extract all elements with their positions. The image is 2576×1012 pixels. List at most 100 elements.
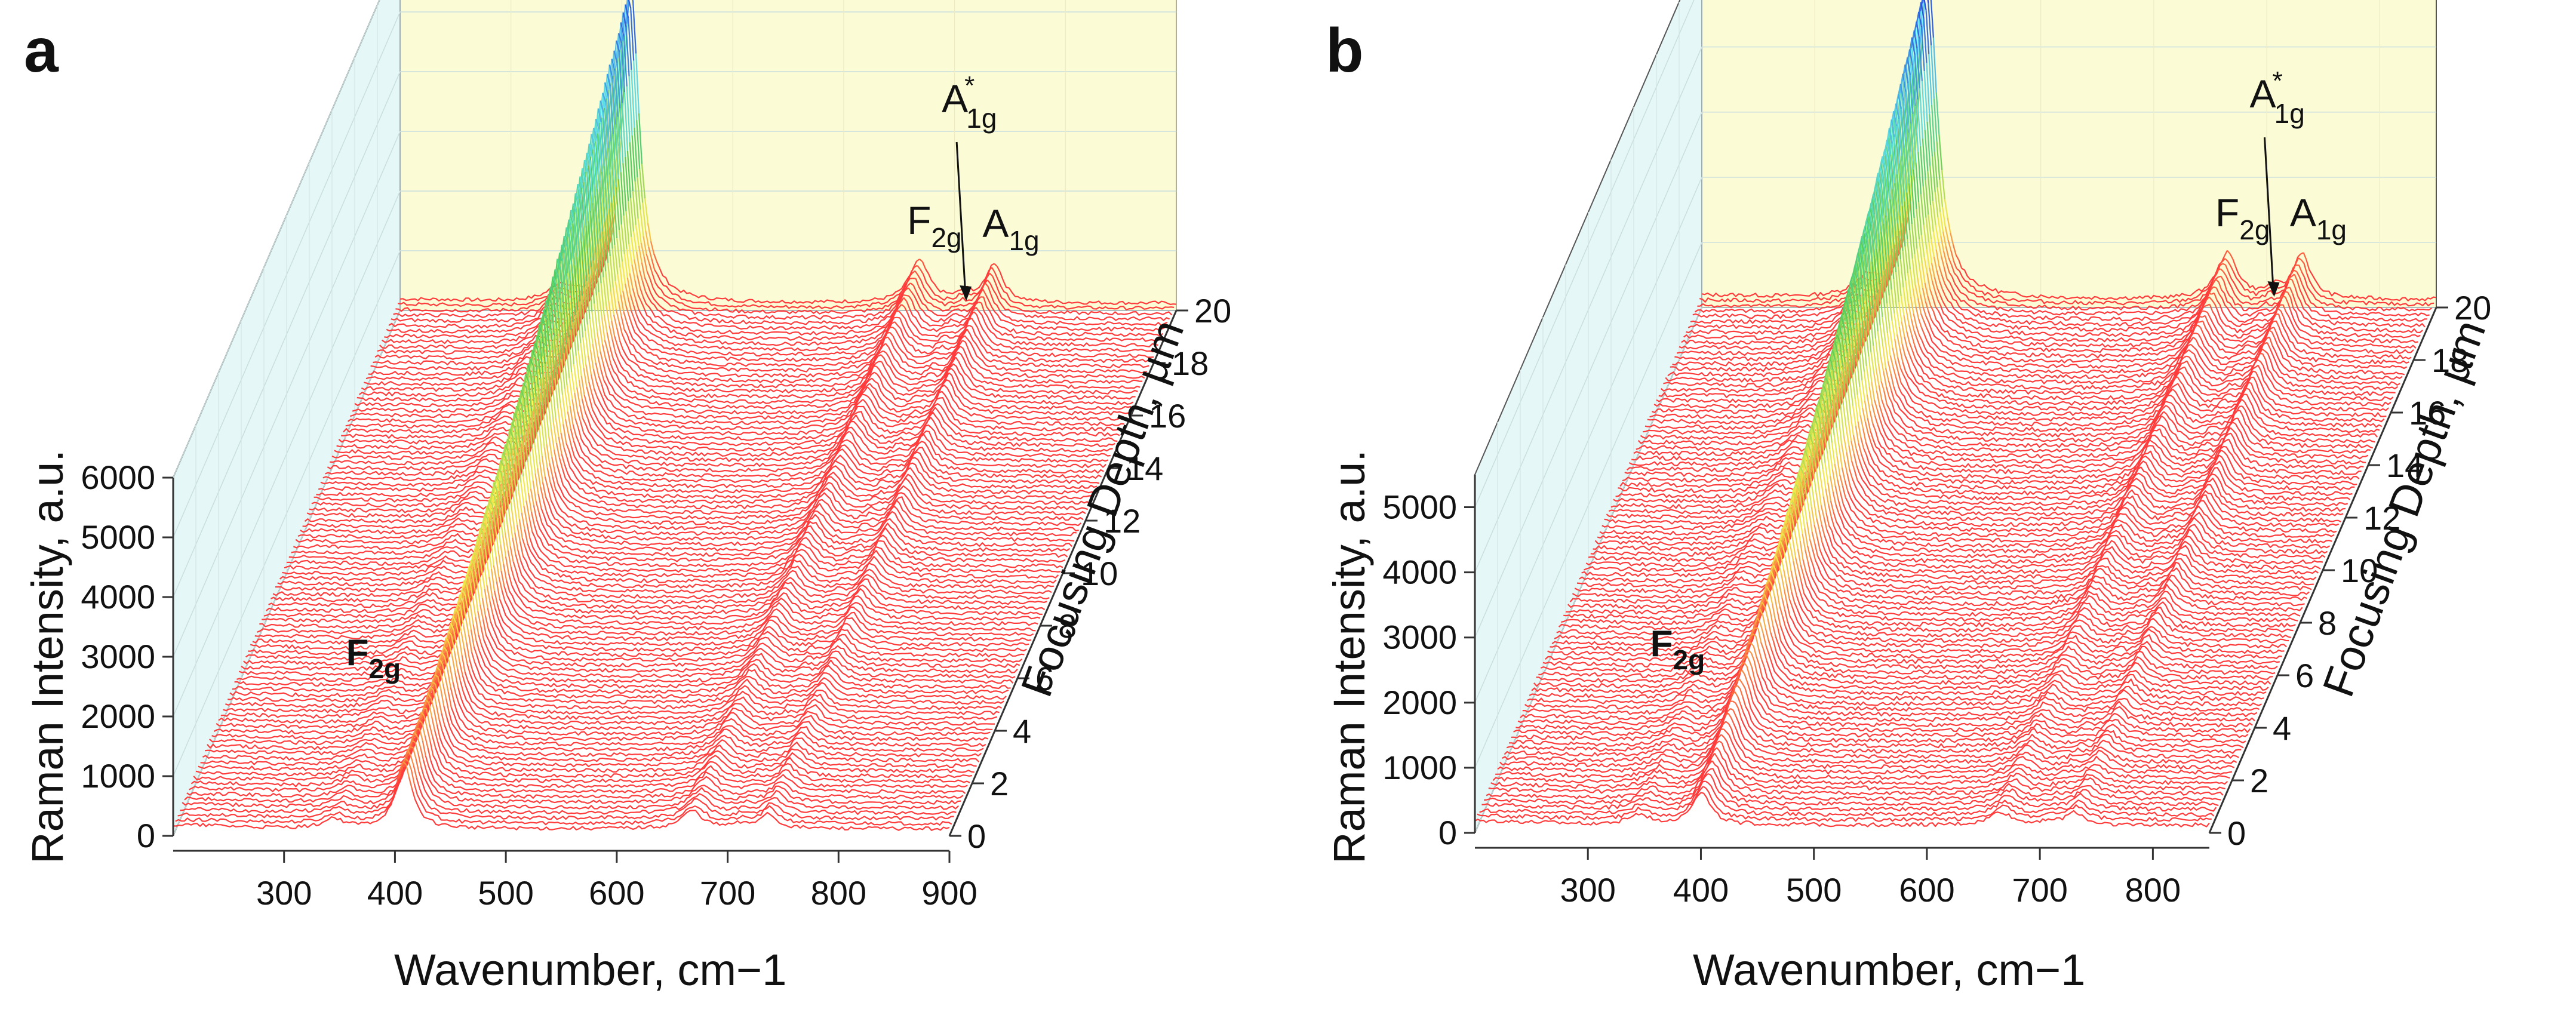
- spectrum-line: [1931, 263, 1935, 278]
- spectrum-line: [577, 310, 582, 344]
- spectrum-line: [410, 755, 414, 766]
- spectrum-line: [2203, 334, 2207, 341]
- spectrum-line: [1874, 255, 1878, 293]
- spectrum-line: [1854, 485, 1859, 492]
- spectrum-line: [577, 411, 582, 422]
- spectrum-line: [463, 648, 468, 665]
- spectrum-line: [1869, 272, 1874, 309]
- spectrum-line: [620, 352, 881, 389]
- spectrum-line: [1813, 447, 1818, 467]
- spectrum-line: [1842, 297, 1847, 310]
- spectrum-line: [457, 604, 461, 607]
- spectrum-line: [617, 346, 622, 355]
- spectrum-line: [436, 741, 442, 752]
- spectrum-line: [1865, 454, 1870, 465]
- spectrum-line: [1896, 125, 1900, 164]
- spectrum-line: [484, 513, 488, 520]
- spectrum-line: [1817, 456, 1821, 478]
- spectrum-line: [1874, 416, 1879, 426]
- spectrum-line: [580, 241, 585, 288]
- spectrum-line: [541, 334, 546, 365]
- spectrum-line: [1917, 152, 1922, 195]
- spectrum-line: [1796, 522, 1801, 542]
- spectrum-line: [1962, 271, 2217, 306]
- spectrum-line: [632, 190, 637, 225]
- spectrum-line: [1863, 462, 1868, 469]
- spectrum-line: [547, 488, 552, 501]
- spectrum-line: [518, 565, 522, 576]
- spectrum-line: [472, 669, 1004, 705]
- spectrum-line: [506, 524, 511, 547]
- spectrum-line: [218, 688, 438, 724]
- spectrum-line: [2193, 337, 2197, 340]
- spectrum-line: [1870, 315, 1874, 346]
- spectrum-line: [1888, 380, 1892, 391]
- spectrum-line: [1941, 170, 1945, 199]
- x-tick-label: 600: [589, 874, 644, 912]
- spectrum-line: [1825, 377, 1830, 384]
- spectrum-line: [466, 574, 471, 580]
- spectrum-line: [469, 604, 474, 625]
- spectrum-line: [2294, 269, 2297, 272]
- spectrum-line: [526, 523, 531, 539]
- spectrum-line: [906, 278, 911, 284]
- spectrum-line: [425, 770, 961, 805]
- spectrum-line: [894, 321, 899, 326]
- spectrum-line: [2278, 327, 2283, 336]
- spectrum-line: [432, 736, 436, 748]
- spectrum-line: [628, 244, 633, 265]
- spectrum-line: [500, 460, 505, 467]
- spectrum-line: [611, 371, 875, 410]
- spectrum-line: [589, 349, 594, 370]
- spectrum-line: [951, 375, 1132, 411]
- spectrum-line: [1851, 335, 1855, 368]
- spectrum-line: [1656, 368, 1855, 404]
- spectrum-line: [1604, 491, 1808, 525]
- back-wall: [399, 0, 1177, 311]
- spectrum-line: [1890, 390, 1895, 401]
- spectrum-line: [1782, 633, 1787, 642]
- spectrum-line: [1742, 697, 1747, 708]
- spectrum-line: [2291, 279, 2296, 288]
- spectrum-line: [964, 335, 969, 340]
- spectrum-line: [534, 357, 539, 387]
- spectrum-line: [489, 511, 494, 534]
- spectrum-line: [578, 380, 583, 399]
- spectrum-line: [1719, 750, 1723, 759]
- spectrum-line: [1801, 506, 1806, 529]
- spectrum-line: [1752, 627, 1756, 631]
- spectrum-line: [477, 669, 1007, 700]
- z-tick-label: 8: [2318, 604, 2337, 642]
- spectrum-line: [506, 429, 511, 448]
- spectrum-line: [546, 444, 551, 464]
- spectrum-line: [634, 182, 639, 219]
- spectrum-line: [1836, 532, 2323, 565]
- spectrum-line: [607, 263, 612, 292]
- spectrum-line: [2287, 291, 2291, 298]
- spectrum-line: [1843, 460, 1848, 474]
- spectrum-line: [512, 537, 517, 555]
- spectrum-line: [588, 221, 592, 267]
- spectrum-line: [2218, 294, 2223, 299]
- spectrum-line: [1857, 277, 1862, 305]
- spectrum-line: [1565, 578, 1776, 615]
- spectrum-line: [2228, 281, 2289, 306]
- spectrum-line: [545, 407, 550, 437]
- spectrum-line: [473, 552, 477, 556]
- spectrum-line: [1897, 266, 1902, 297]
- spectrum-line: [1914, 345, 1919, 354]
- spectrum-line: [2163, 417, 2168, 423]
- spectrum-line: [475, 555, 480, 576]
- spectrum-line: [564, 388, 568, 412]
- spectrum-line: [1735, 716, 1740, 724]
- spectrum-line: [2289, 287, 2294, 294]
- spectrum-line: [2265, 374, 2394, 402]
- spectrum-line: [984, 282, 989, 287]
- spectrum-line: [1812, 468, 1817, 493]
- spectrum-line: [601, 82, 606, 118]
- spectrum-line: [552, 276, 557, 285]
- spectrum-line: [534, 343, 539, 350]
- spectrum-line: [1858, 310, 1862, 347]
- spectrum-line: [1561, 591, 1771, 626]
- spectrum-line: [2205, 296, 2210, 301]
